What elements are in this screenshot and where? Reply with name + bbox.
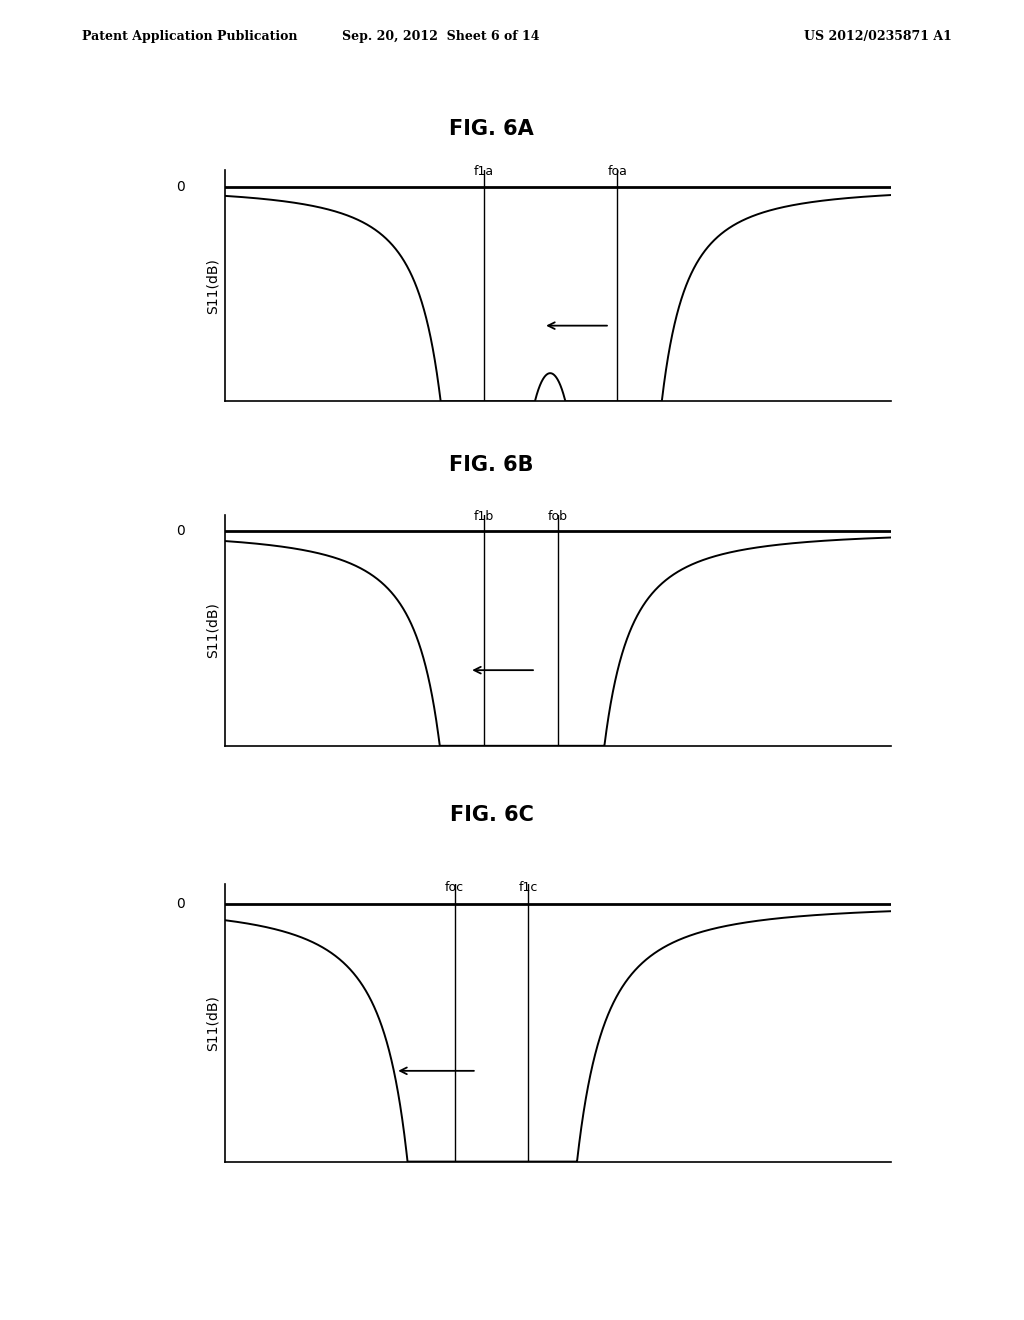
Text: Sep. 20, 2012  Sheet 6 of 14: Sep. 20, 2012 Sheet 6 of 14 — [342, 30, 539, 44]
Text: FIG. 6A: FIG. 6A — [450, 119, 534, 139]
Text: 0: 0 — [176, 898, 184, 911]
Y-axis label: S11(dB): S11(dB) — [206, 602, 220, 659]
Y-axis label: S11(dB): S11(dB) — [206, 257, 220, 314]
Text: f1c: f1c — [519, 882, 539, 894]
Text: f1b: f1b — [474, 510, 495, 523]
Text: FIG. 6C: FIG. 6C — [450, 805, 534, 825]
Text: US 2012/0235871 A1: US 2012/0235871 A1 — [805, 30, 952, 44]
Text: 0: 0 — [176, 524, 184, 539]
Text: 0: 0 — [176, 180, 184, 194]
Text: fob: fob — [548, 510, 568, 523]
Text: foa: foa — [607, 165, 627, 178]
Text: Patent Application Publication: Patent Application Publication — [82, 30, 297, 44]
Text: FIG. 6B: FIG. 6B — [450, 455, 534, 475]
Y-axis label: S11(dB): S11(dB) — [206, 995, 220, 1051]
Text: foc: foc — [445, 882, 464, 894]
Text: f1a: f1a — [474, 165, 495, 178]
